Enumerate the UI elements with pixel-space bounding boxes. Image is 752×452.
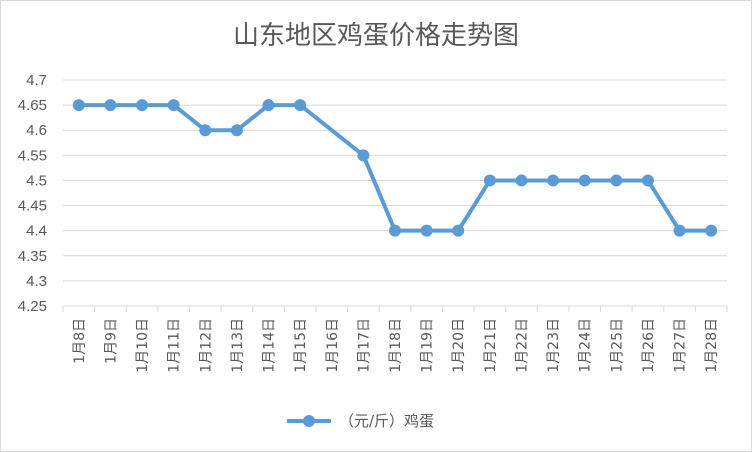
data-point [705,224,718,237]
x-tick-label: 1月15日 [293,318,309,373]
x-tick-label: 1月16日 [325,318,341,373]
x-tick-label: 1月18日 [388,318,404,373]
data-point [262,99,275,112]
data-point [294,99,307,112]
legend: （元/斤）鸡蛋 [287,412,434,430]
legend-label: （元/斤）鸡蛋 [339,412,434,430]
x-tick-label: 1月24日 [578,318,594,373]
data-point [452,224,465,237]
data-point [357,149,370,162]
data-point [389,224,401,237]
x-tick-label: 1月26日 [641,318,657,373]
y-tick-label: 4.3 [26,273,47,290]
data-point [199,124,212,137]
x-tick-label: 1月13日 [230,318,246,373]
data-point [610,174,623,187]
x-tick-label: 1月10日 [135,318,151,373]
x-tick-label: 1月11日 [167,318,183,373]
data-point [72,99,85,112]
x-tick-label: 1月19日 [420,318,436,373]
x-tick-label: 1月14日 [262,318,278,373]
x-tick-label: 1月27日 [673,318,689,373]
x-axis-ticks: 1月8日 1月9日 1月10日 1月11日 1月12日 1月13日 1月14日 1月15日 1月… [62,306,728,373]
x-tick-label: 1月9日 [103,318,119,364]
y-tick-label: 4.25 [18,298,47,315]
data-point [483,174,496,187]
data-point [515,174,528,187]
y-tick-label: 4.55 [18,147,47,164]
data-point [136,99,149,112]
data-point [641,174,654,187]
x-tick-label: 1月22日 [514,318,530,373]
data-point [420,224,433,237]
y-tick-label: 4.35 [18,248,47,265]
data-point [230,124,243,137]
series-line [78,103,712,233]
y-axis-ticks: 4.7 4.65 4.6 4.55 4.5 4.45 4.4 4.35 4.3 4.25 [18,72,47,315]
data-point [578,174,591,187]
data-point [673,224,686,237]
chart-title: 山东地区鸡蛋价格走势图 [233,21,519,51]
x-tick-label: 1月17日 [356,318,372,373]
x-tick-label: 1月12日 [198,318,214,373]
y-tick-label: 4.7 [26,72,47,89]
gridlines [63,79,727,307]
y-tick-label: 4.4 [26,223,47,240]
series-layer [72,99,718,237]
data-point [167,99,180,112]
legend-marker-swatch [303,415,315,427]
x-tick-label: 1月8日 [72,318,88,364]
x-tick-label: 1月25日 [609,318,625,373]
data-point [547,174,560,187]
x-tick-label: 1月21日 [483,318,499,373]
x-tick-label: 1月20日 [451,318,467,373]
y-tick-label: 4.5 [26,172,47,189]
x-tick-label: 1月23日 [546,318,562,373]
x-tick-label: 1月28日 [704,318,720,373]
y-tick-label: 4.65 [18,97,47,114]
y-tick-label: 4.6 [26,122,47,139]
y-tick-label: 4.45 [18,198,47,215]
data-point [104,99,117,112]
